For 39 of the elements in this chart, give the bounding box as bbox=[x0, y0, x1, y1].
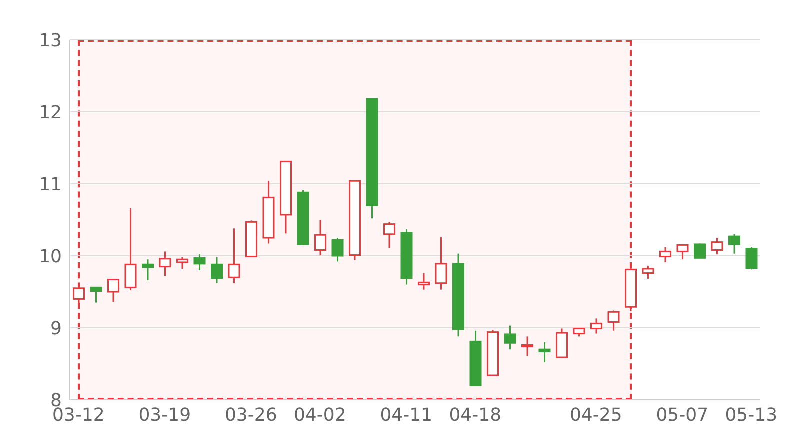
y-tick-label: 10 bbox=[39, 246, 62, 268]
candlestick bbox=[124, 208, 137, 292]
x-tick-label: 05-07 bbox=[656, 404, 709, 426]
x-tick-label: 05-13 bbox=[725, 404, 778, 426]
candlestick bbox=[608, 310, 620, 332]
candlestick bbox=[711, 237, 724, 256]
candlestick bbox=[384, 221, 396, 249]
y-tick-label: 9 bbox=[50, 318, 62, 340]
candlestick bbox=[676, 244, 689, 260]
candlestick bbox=[228, 228, 240, 284]
candlestick bbox=[660, 246, 672, 264]
candlestick bbox=[211, 256, 223, 284]
y-tick-label: 11 bbox=[39, 174, 62, 196]
x-tick-label: 04-11 bbox=[380, 404, 433, 426]
candlestick bbox=[314, 219, 326, 256]
candlestick bbox=[746, 246, 758, 270]
candlestick bbox=[194, 254, 206, 272]
candlestick bbox=[694, 243, 706, 259]
candlestick bbox=[90, 286, 102, 304]
candlestick bbox=[142, 258, 154, 282]
candlestick bbox=[504, 325, 516, 350]
x-tick-label: 03-26 bbox=[224, 404, 278, 426]
candlestick bbox=[728, 234, 740, 255]
x-tick-label: 04-25 bbox=[570, 404, 622, 426]
y-tick-label: 12 bbox=[39, 102, 62, 124]
candlestick bbox=[159, 250, 172, 277]
candlestick bbox=[435, 236, 448, 291]
candlestick bbox=[538, 342, 551, 364]
candlestick bbox=[642, 265, 654, 280]
x-tick-label: 04-02 bbox=[294, 404, 346, 426]
y-tick-label: 13 bbox=[39, 30, 62, 52]
candlestick bbox=[590, 318, 602, 335]
candlestick bbox=[522, 336, 534, 357]
candlestick bbox=[176, 256, 188, 270]
x-tick-label: 03-19 bbox=[138, 404, 192, 426]
candlestick bbox=[332, 237, 344, 263]
x-tick-label: 04-18 bbox=[449, 404, 502, 426]
candlestick bbox=[418, 272, 430, 291]
candlestick bbox=[108, 279, 120, 303]
